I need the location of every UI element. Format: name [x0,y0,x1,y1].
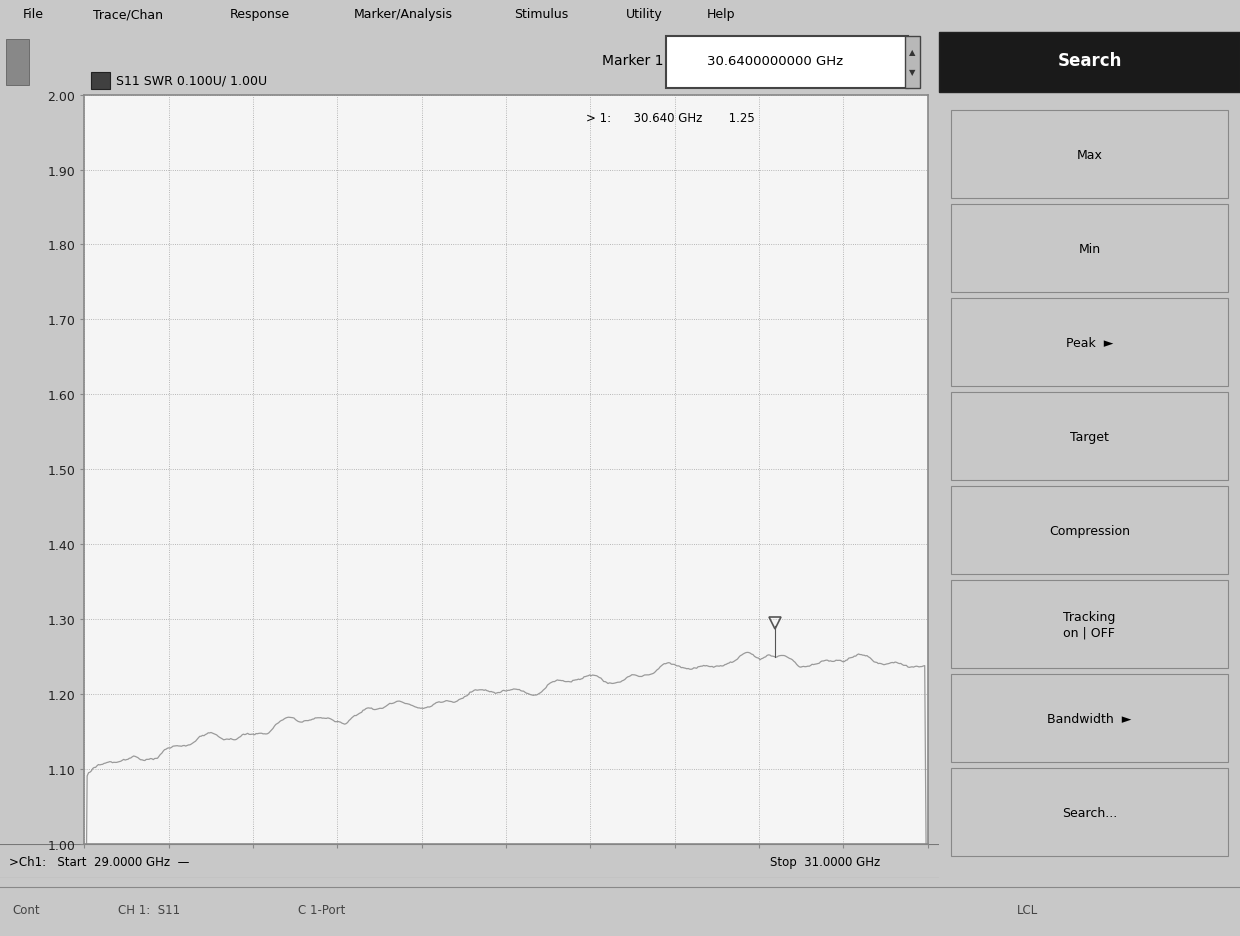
Text: 30.6400000000 GHz: 30.6400000000 GHz [707,55,843,68]
Bar [951,111,1228,198]
Bar [951,205,1228,293]
Text: Target: Target [1070,431,1109,443]
Bar [951,299,1228,387]
Bar [951,675,1228,762]
Text: C 1-Port: C 1-Port [298,903,345,916]
Text: Compression: Compression [1049,524,1130,537]
Text: LCL: LCL [1017,903,1038,916]
Text: Tracking
on | OFF: Tracking on | OFF [1063,610,1116,638]
Bar [666,37,908,89]
Text: S11 SWR 0.100U/ 1.00U: S11 SWR 0.100U/ 1.00U [117,74,268,87]
Text: Marker 1: Marker 1 [601,54,663,68]
Text: Search: Search [1058,52,1122,70]
Text: Cont: Cont [12,903,40,916]
Text: Min: Min [1079,242,1100,256]
Bar [951,393,1228,480]
Text: Marker/Analysis: Marker/Analysis [353,8,453,22]
Text: CH 1:  S11: CH 1: S11 [118,903,180,916]
Bar [91,73,109,90]
Text: File: File [22,8,43,22]
Bar [951,487,1228,575]
Text: Bandwidth  ►: Bandwidth ► [1047,712,1132,724]
Bar [939,33,1240,93]
Text: ▲: ▲ [909,49,915,57]
Text: >Ch1:   Start  29.0000 GHz  —: >Ch1: Start 29.0000 GHz — [10,855,190,868]
Bar [951,580,1228,668]
Text: > 1:      30.640 GHz       1.25: > 1: 30.640 GHz 1.25 [587,112,755,124]
Text: ▼: ▼ [909,68,915,77]
Bar [905,37,920,89]
Bar [951,768,1228,856]
Text: Peak  ►: Peak ► [1065,336,1114,349]
Text: Trace/Chan: Trace/Chan [93,8,162,22]
Text: Utility: Utility [626,8,663,22]
Text: Stop  31.0000 GHz: Stop 31.0000 GHz [770,855,880,868]
Bar [6,40,29,86]
Text: Response: Response [229,8,289,22]
Text: Help: Help [707,8,735,22]
Text: Search...: Search... [1061,806,1117,819]
Text: Stimulus: Stimulus [515,8,569,22]
Text: Max: Max [1076,149,1102,161]
